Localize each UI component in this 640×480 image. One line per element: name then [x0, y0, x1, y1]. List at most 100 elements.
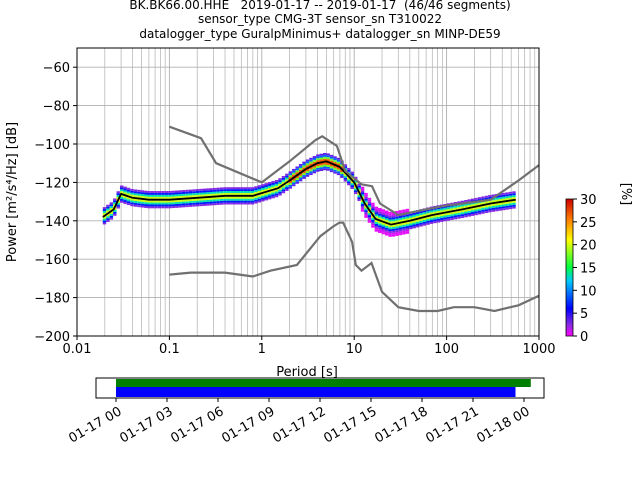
heatmap-cell [398, 233, 403, 236]
heatmap-cell [102, 212, 107, 215]
heatmap-cell [405, 218, 410, 221]
heatmap-cell [505, 196, 509, 199]
heatmap-cell [178, 194, 182, 197]
heatmap-cell [443, 217, 447, 220]
heatmap-cell [209, 190, 213, 192]
heatmap-cell [130, 204, 134, 207]
heatmap-cell [271, 181, 275, 183]
heatmap-cell [161, 194, 165, 197]
heatmap-cell [137, 189, 141, 192]
heatmap-cell [116, 191, 120, 194]
heatmap-cell [192, 204, 196, 207]
heatmap-cell [257, 189, 262, 191]
heatmap-cell [460, 206, 465, 209]
heatmap-cell [453, 205, 458, 208]
heatmap-cell [230, 198, 234, 201]
heatmap-cell [168, 204, 172, 207]
heatmap-cell [464, 215, 468, 218]
heatmap-cell [181, 199, 186, 202]
colorbar-tick-label: 10 [580, 284, 597, 299]
heatmap-cell [474, 203, 478, 206]
heatmap-cell [367, 218, 372, 221]
heatmap-cell [150, 204, 155, 207]
heatmap-cell [102, 220, 107, 223]
heatmap-cell [488, 206, 492, 209]
heatmap-cell [443, 209, 447, 212]
heatmap-cell [378, 223, 382, 226]
heatmap-cell [243, 198, 248, 201]
heatmap-cell [212, 191, 217, 194]
heatmap-cell [216, 187, 220, 190]
y-tick-label: −160 [34, 253, 70, 268]
heatmap-cell [405, 228, 410, 230]
heatmap-cell [412, 226, 416, 229]
heatmap-cell [161, 191, 165, 193]
heatmap-cell [261, 184, 265, 187]
heatmap-cell [106, 214, 110, 217]
heatmap-cell [233, 191, 237, 193]
heatmap-cell [395, 226, 399, 229]
heatmap-cell [371, 206, 375, 209]
heatmap-cell [119, 196, 124, 199]
heatmap-cell [199, 194, 203, 197]
heatmap-cell [137, 195, 141, 198]
heatmap-cell [150, 196, 155, 199]
heatmap-cell [495, 209, 499, 212]
heatmap-cell [460, 212, 465, 215]
heatmap-cell [250, 200, 255, 203]
heatmap-cell [371, 218, 375, 220]
heatmap-cell [157, 202, 162, 205]
heatmap-cell [443, 215, 447, 218]
title-line-2: sensor_type CMG-3T sensor_sn T310022 [197, 12, 443, 26]
heatmap-cell [216, 201, 220, 204]
heatmap-cell [501, 204, 506, 207]
heatmap-cell [137, 203, 141, 206]
x-tick-label: 1 [258, 342, 266, 357]
heatmap-cell [426, 217, 430, 220]
heatmap-cell [498, 199, 502, 202]
heatmap-cell [381, 228, 385, 231]
colorbar-tick-label: 30 [580, 193, 597, 208]
heatmap-cell [350, 185, 354, 188]
heatmap-cell [333, 158, 337, 161]
heatmap-cell [412, 212, 416, 215]
heatmap-cell [206, 199, 210, 202]
heatmap-cell [398, 215, 403, 218]
heatmap-cell [185, 195, 189, 198]
heatmap-cell [295, 172, 299, 175]
heatmap-cell [446, 207, 451, 210]
heatmap-cell [102, 222, 107, 225]
heatmap-cell [271, 186, 275, 189]
heatmap-cell [412, 216, 416, 219]
heatmap-cell [402, 211, 406, 214]
heatmap-cell [326, 155, 330, 158]
heatmap-cell [336, 167, 341, 170]
heatmap-cell [440, 206, 444, 209]
heatmap-cell [161, 196, 165, 199]
heatmap-cell [402, 224, 406, 227]
heatmap-cell [426, 211, 430, 214]
heatmap-cell [292, 170, 296, 173]
heatmap-cell [481, 198, 485, 201]
heatmap-cell [157, 204, 162, 207]
heatmap-cell [508, 191, 513, 194]
colorbar-ticks: 0 5 10 15 20 25 30 [573, 193, 597, 345]
heatmap-cell [181, 190, 186, 192]
heatmap-cell [113, 200, 117, 203]
heatmap-cell [144, 196, 148, 199]
heatmap-cell [223, 187, 227, 190]
heatmap-cell [298, 169, 303, 172]
heatmap-cell [113, 211, 117, 214]
heatmap-cell [233, 192, 237, 195]
heatmap-cell [219, 197, 224, 199]
heatmap-cell [477, 210, 482, 213]
heatmap-cell [226, 202, 231, 205]
heatmap-cell [481, 211, 485, 214]
heatmap-cell [236, 191, 241, 193]
heatmap-cell [168, 192, 172, 195]
heatmap-cell [419, 222, 423, 225]
heatmap-cell [147, 191, 151, 193]
heatmap-cell [175, 196, 179, 199]
heatmap-cell [367, 199, 372, 202]
heatmap-cell [274, 191, 279, 194]
